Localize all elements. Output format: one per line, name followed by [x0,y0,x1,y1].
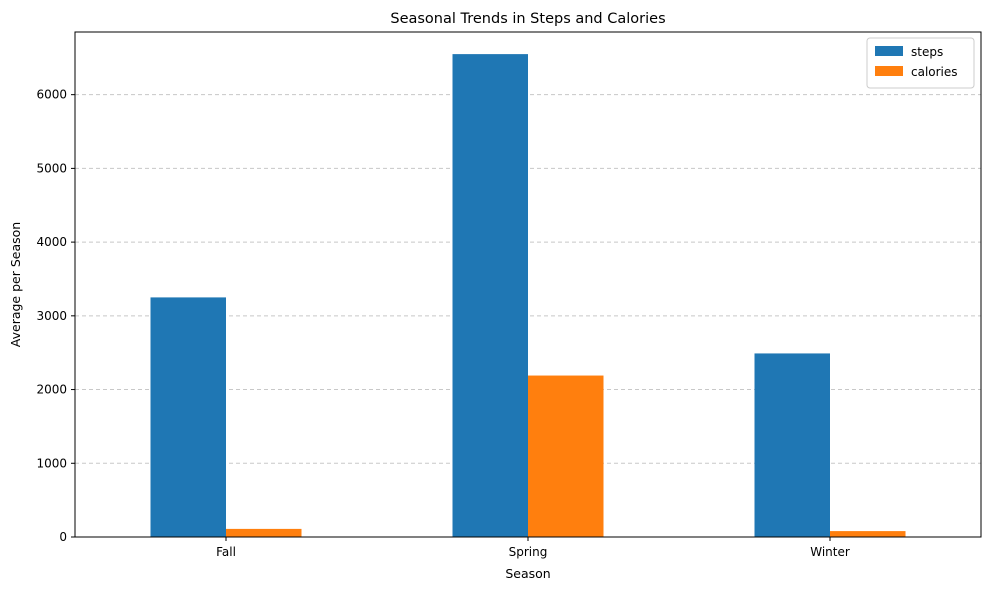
x-axis: Fall Spring Winter [216,537,850,559]
y-tick-label: 6000 [36,88,67,102]
y-tick-label: 0 [59,530,67,544]
y-tick-label: 4000 [36,235,67,249]
bar-calories-fall [226,528,302,537]
legend-swatch-steps [875,46,903,56]
y-tick-label: 5000 [36,161,67,175]
x-axis-label: Season [505,566,550,581]
x-tick-label: Fall [216,545,236,559]
legend: steps calories [866,37,975,89]
y-tick-label: 1000 [36,456,67,470]
legend-label-steps: steps [911,45,943,59]
bar-steps-winter [754,353,830,537]
chart-title: Seasonal Trends in Steps and Calories [390,11,665,27]
y-tick-label: 3000 [36,309,67,323]
legend-swatch-calories [875,66,903,76]
bars [150,54,906,537]
legend-label-calories: calories [911,65,958,79]
bar-calories-winter [830,531,906,537]
bar-steps-fall [150,297,226,537]
x-tick-label: Winter [810,545,850,559]
bar-steps-spring [452,54,528,537]
y-axis-label: Average per Season [8,222,23,347]
y-tick-label: 2000 [36,383,67,397]
x-tick-label: Spring [509,545,548,559]
bar-calories-spring [528,375,604,537]
y-axis: 0 1000 2000 3000 4000 5000 6000 [36,88,75,544]
